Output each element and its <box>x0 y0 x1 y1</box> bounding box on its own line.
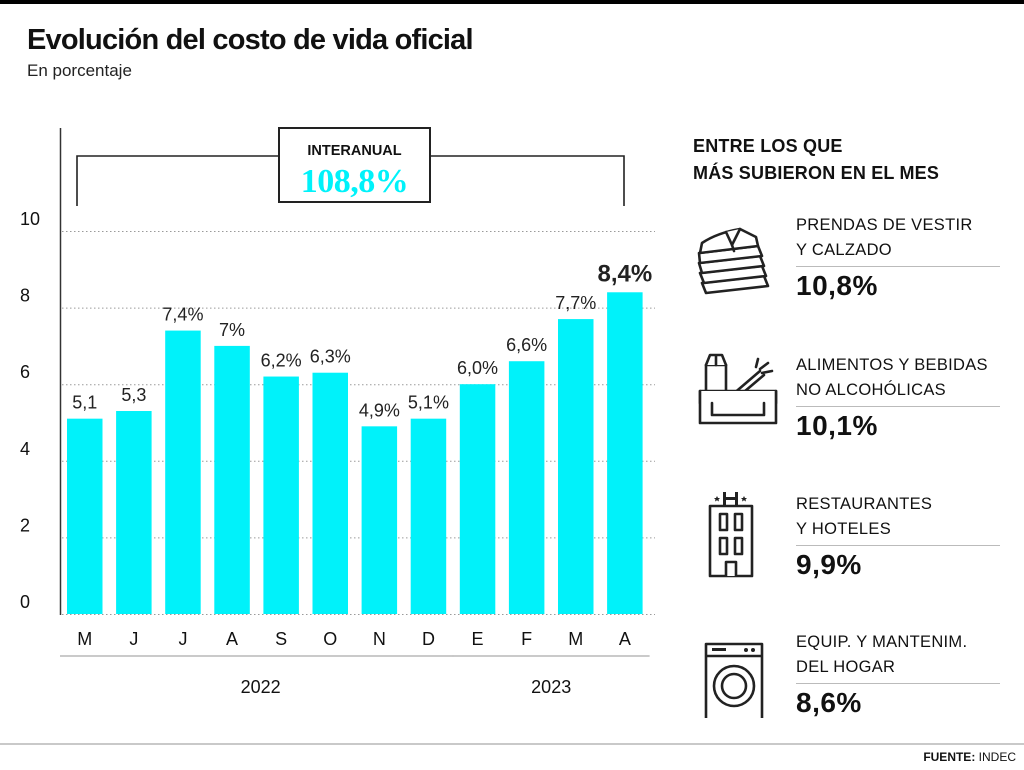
category-label: EQUIP. Y MANTENIM. DEL HOGAR <box>796 630 967 680</box>
category-label: ALIMENTOS Y BEBIDAS NO ALCOHÓLICAS <box>796 353 988 403</box>
year-label: 2023 <box>531 677 571 697</box>
category-clothing: PRENDAS DE VESTIR Y CALZADO 10,8% <box>696 213 1000 343</box>
bar <box>459 384 496 614</box>
bar <box>165 330 201 614</box>
x-tick-label: J <box>178 629 187 649</box>
source-label: FUENTE: <box>923 750 976 764</box>
bottom-rule <box>0 743 1024 745</box>
y-tick-label: 8 <box>20 286 30 306</box>
x-tick-label: M <box>77 629 92 649</box>
bar-value-label: 4,9% <box>359 400 400 420</box>
category-value: 10,1% <box>796 410 878 441</box>
category-value: 9,9% <box>796 549 862 580</box>
category-label-line1: RESTAURANTES <box>796 495 933 513</box>
bar <box>312 372 348 614</box>
bar-value-label: 6,3% <box>310 347 351 367</box>
bar-value-label: 7% <box>219 320 245 340</box>
bar <box>116 411 152 614</box>
clothes-icon <box>697 227 770 295</box>
source-note: FUENTE: INDEC <box>923 750 1016 764</box>
bar-value-label: 7,7% <box>555 293 596 313</box>
interanual-bracket <box>76 155 625 206</box>
bar-value-label: 7,4% <box>162 305 203 325</box>
x-tick-label: N <box>373 629 386 649</box>
category-hotels: RESTAURANTES Y HOTELES 9,9% <box>696 492 1000 622</box>
y-tick-label: 4 <box>20 439 30 459</box>
x-tick-label: E <box>472 629 484 649</box>
bar <box>263 376 299 614</box>
y-tick-label: 2 <box>20 515 30 535</box>
category-household: EQUIP. Y MANTENIM. DEL HOGAR 8,6% <box>696 630 1000 760</box>
bar <box>410 418 447 614</box>
bar <box>67 418 103 614</box>
x-tick-label: A <box>226 629 238 649</box>
bar-value-label: 8,4% <box>597 260 652 287</box>
bar <box>508 361 545 614</box>
interanual-value: 108,8% <box>301 163 409 200</box>
y-tick-label: 10 <box>20 209 40 229</box>
bar <box>214 345 250 614</box>
category-divider <box>796 266 1000 267</box>
y-tick-label: 0 <box>20 592 30 612</box>
x-tick-label: A <box>619 629 631 649</box>
x-tick-label: D <box>422 629 435 649</box>
groceries-icon <box>698 353 778 425</box>
bar-value-label: 5,3 <box>121 385 146 405</box>
category-label: RESTAURANTES Y HOTELES <box>796 492 932 542</box>
source-value: INDEC <box>978 750 1016 764</box>
x-tick-label: O <box>323 629 337 649</box>
top-border <box>0 0 1024 4</box>
category-label-line1: ALIMENTOS Y BEBIDAS <box>796 356 988 374</box>
bar <box>361 426 398 614</box>
year-label: 2022 <box>241 677 281 697</box>
category-label: PRENDAS DE VESTIR Y CALZADO <box>796 213 973 263</box>
category-value: 10,8% <box>796 270 878 301</box>
category-food: ALIMENTOS Y BEBIDAS NO ALCOHÓLICAS 10,1% <box>696 353 1000 483</box>
labels: 0 2 4 6 8 10 5,1 M 5,3 J 7,4% J 7% A 6,2% S 6,3% O 4,9% N 5,… <box>20 209 652 697</box>
bar-value-label: 6,6% <box>506 335 547 355</box>
bar-value-label: 6,0% <box>457 358 498 378</box>
bar-value-label: 5,1% <box>408 393 449 413</box>
interanual-box <box>278 127 431 203</box>
x-tick-label: M <box>568 629 583 649</box>
chart-title: Evolución del costo de vida oficial <box>27 24 474 56</box>
panel-heading: ENTRE LOS QUE MÁS SUBIERON EN EL MES <box>693 133 939 187</box>
category-label-line1: PRENDAS DE VESTIR <box>796 216 973 234</box>
x-tick-label: F <box>521 629 532 649</box>
bars <box>67 292 643 614</box>
category-label-line1: EQUIP. Y MANTENIM. <box>796 633 968 651</box>
x-tick-label: S <box>275 629 287 649</box>
chart-subtitle: En porcentaje <box>27 61 132 80</box>
x-tick-label: J <box>129 629 138 649</box>
category-value: 8,6% <box>796 687 862 718</box>
bar <box>607 292 643 614</box>
bar <box>558 319 594 614</box>
bar-chart: 0 2 4 6 8 10 5,1 M 5,3 J 7,4% J 7% A 6,2% S 6,3% O 4,9% N 5,… <box>20 127 655 697</box>
y-tick-label: 6 <box>20 362 30 382</box>
panel-heading-line1: ENTRE LOS QUE <box>693 136 843 156</box>
gridlines <box>62 231 655 615</box>
interanual-label: INTERANUAL <box>307 143 401 159</box>
category-label-line2: NO ALCOHÓLICAS <box>796 381 946 399</box>
washing-machine-icon <box>704 642 764 718</box>
bar-value-label: 5,1 <box>72 393 97 413</box>
category-label-line2: Y HOTELES <box>796 520 892 538</box>
category-label-line2: DEL HOGAR <box>796 658 896 676</box>
panel-heading-line2: MÁS SUBIERON EN EL MES <box>693 163 940 183</box>
hotel-icon <box>708 492 754 578</box>
category-label-line2: Y CALZADO <box>796 241 892 259</box>
category-divider <box>796 545 1000 546</box>
category-divider <box>796 683 1000 684</box>
bar-value-label: 6,2% <box>261 351 302 371</box>
category-divider <box>796 406 1000 407</box>
